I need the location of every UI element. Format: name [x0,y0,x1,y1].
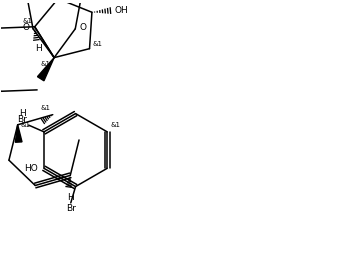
Text: &1: &1 [41,105,51,111]
Text: &1: &1 [20,122,31,128]
Text: Br: Br [17,115,27,124]
Text: HO: HO [25,164,38,173]
Text: H: H [20,109,26,118]
Text: H: H [67,193,74,202]
Text: Br: Br [66,204,76,213]
Text: H: H [35,44,42,53]
Text: &1: &1 [40,61,50,67]
Polygon shape [37,58,54,81]
Polygon shape [15,125,22,142]
Text: O: O [22,23,29,32]
Text: &1: &1 [110,122,120,128]
Text: O: O [79,23,86,32]
Text: OH: OH [115,6,129,15]
Text: &1: &1 [92,41,102,47]
Text: &1: &1 [23,18,33,24]
